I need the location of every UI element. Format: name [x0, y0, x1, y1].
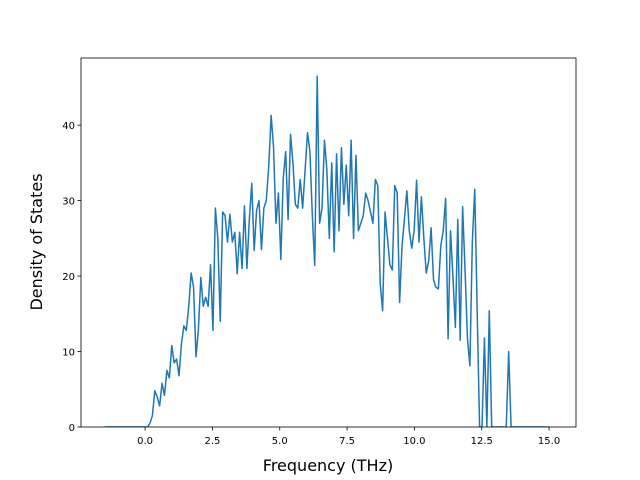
x-axis-label: Frequency (THz): [263, 456, 393, 475]
x-tick-label: 2.5: [204, 436, 220, 447]
y-tick-label: 30: [62, 197, 75, 208]
data-line: [104, 75, 550, 427]
x-tick-label: 7.5: [339, 436, 355, 447]
x-tick-label: 15.0: [538, 436, 560, 447]
x-tick-label: 0.0: [137, 436, 153, 447]
x-tick-label: 5.0: [272, 436, 288, 447]
y-tick-label: 20: [62, 272, 75, 283]
y-axis-label: Density of States: [27, 173, 46, 310]
x-tick-label: 10.0: [403, 436, 425, 447]
x-tick-label: 12.5: [471, 436, 493, 447]
y-tick-label: 40: [62, 121, 75, 132]
plot-frame: [80, 57, 577, 428]
y-tick-label: 0: [69, 423, 75, 434]
y-tick-label: 10: [62, 348, 75, 359]
